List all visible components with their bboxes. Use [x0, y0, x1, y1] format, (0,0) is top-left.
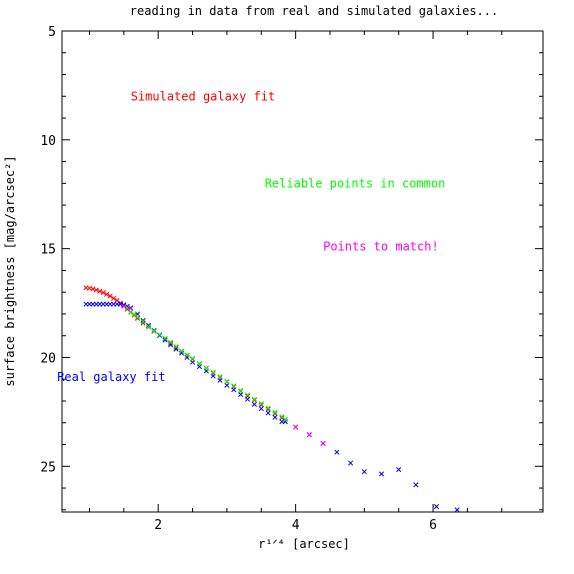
data-point — [378, 471, 385, 477]
data-point — [217, 374, 223, 380]
data-point — [320, 440, 326, 446]
data-point — [140, 317, 146, 324]
data-point — [146, 322, 152, 328]
data-point — [265, 406, 271, 412]
plot-frame — [61, 30, 544, 513]
data-point — [203, 365, 209, 371]
data-point — [293, 424, 299, 430]
data-point — [128, 305, 134, 312]
data-point — [210, 373, 216, 379]
data-point — [258, 406, 264, 412]
data-point — [217, 377, 223, 383]
y-tick-label: 20 — [40, 351, 56, 366]
data-point — [251, 397, 257, 403]
data-point — [157, 332, 163, 338]
data-point — [454, 507, 460, 513]
data-point — [140, 319, 146, 325]
annotation-label: Points to match! — [323, 239, 439, 253]
data-points — [83, 285, 460, 513]
data-point — [361, 469, 367, 475]
data-point — [265, 410, 271, 416]
data-point — [179, 350, 185, 356]
data-point — [272, 414, 278, 420]
x-tick-label: 4 — [292, 518, 300, 533]
data-point — [413, 482, 419, 488]
data-point — [251, 401, 257, 407]
data-point — [244, 396, 251, 402]
data-point — [348, 460, 354, 466]
axis-ticks: 2 4 6 5 10 15 20 25 — [40, 25, 543, 533]
data-point — [135, 315, 141, 321]
chart-title: reading in data from real and simulated … — [130, 4, 498, 18]
data-point — [258, 402, 264, 408]
data-point — [162, 337, 168, 343]
data-point — [173, 345, 179, 351]
data-point — [168, 340, 174, 346]
data-point — [272, 411, 278, 417]
y-tick-label: 5 — [48, 25, 56, 40]
data-point — [179, 348, 185, 354]
data-point — [231, 383, 237, 389]
data-point — [238, 391, 244, 398]
data-point — [173, 344, 179, 350]
annotations: Simulated galaxy fit Reliable points in c… — [57, 89, 445, 384]
data-point — [151, 328, 157, 334]
data-point — [396, 467, 402, 473]
annotation-label: Simulated galaxy fit — [131, 89, 276, 103]
y-axis-label: surface brightness [mag/arcsec²] — [3, 155, 17, 386]
x-tick-label: 6 — [429, 518, 437, 533]
data-point — [184, 352, 190, 358]
series-3 — [121, 303, 326, 446]
data-point — [244, 392, 251, 398]
data-point — [135, 314, 141, 320]
data-point — [251, 396, 257, 402]
annotation-label: Reliable points in common — [265, 176, 446, 190]
data-point — [282, 416, 288, 423]
data-point — [334, 449, 340, 455]
data-point — [107, 293, 113, 299]
data-point — [282, 419, 288, 425]
data-point — [258, 401, 264, 407]
data-point — [100, 290, 106, 296]
y-tick-label: 15 — [40, 243, 56, 258]
data-point — [110, 295, 117, 301]
data-point — [306, 432, 312, 438]
series-1 — [83, 301, 460, 513]
x-axis-label: r¹ᐟ⁴ [arcsec] — [258, 537, 350, 551]
y-tick-label: 25 — [40, 460, 56, 475]
data-point — [265, 405, 271, 411]
data-point — [231, 387, 237, 393]
y-tick-label: 10 — [40, 134, 56, 149]
data-point — [121, 303, 127, 309]
data-point — [210, 369, 216, 375]
data-point — [433, 504, 440, 510]
data-point — [104, 291, 110, 297]
data-point — [224, 382, 230, 388]
data-point — [190, 356, 196, 362]
data-point — [97, 288, 103, 294]
series-2 — [124, 305, 288, 423]
data-point — [190, 359, 196, 365]
data-point — [238, 387, 244, 394]
x-tick-label: 2 — [154, 518, 162, 533]
data-point — [93, 287, 99, 293]
data-point — [90, 286, 96, 292]
data-point — [196, 361, 202, 367]
data-point — [272, 409, 278, 415]
data-point — [162, 335, 168, 341]
data-point — [168, 339, 174, 345]
data-point — [224, 378, 230, 384]
annotation-label: Real galaxy fit — [57, 370, 165, 384]
data-point — [146, 324, 152, 330]
